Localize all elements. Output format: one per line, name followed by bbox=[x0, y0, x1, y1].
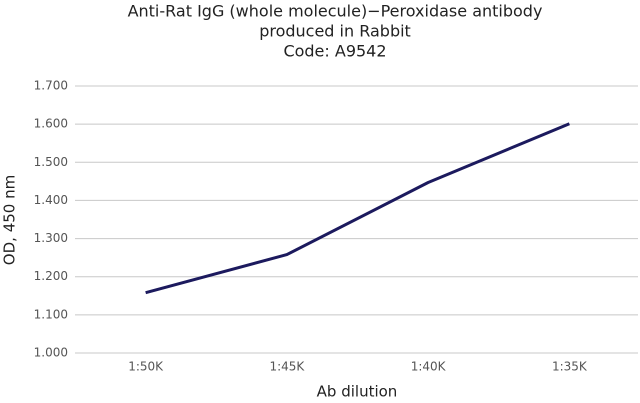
x-tick-label: 1:40K bbox=[411, 360, 447, 374]
chart-title: produced in Rabbit bbox=[259, 22, 411, 41]
y-axis-label: OD, 450 nm bbox=[1, 175, 19, 265]
x-tick-label: 1:45K bbox=[269, 360, 305, 374]
chart-title: Code: A9542 bbox=[283, 42, 386, 61]
y-tick-label: 1.600 bbox=[34, 117, 68, 131]
y-tick-label: 1.200 bbox=[34, 269, 68, 283]
y-tick-label: 1.300 bbox=[34, 231, 68, 245]
data-line bbox=[145, 122, 570, 295]
y-tick-label: 1.000 bbox=[34, 346, 68, 360]
x-axis-label: Ab dilution bbox=[317, 383, 398, 401]
chart-title: Anti-Rat IgG (whole molecule)−Peroxidase… bbox=[128, 2, 543, 21]
y-tick-label: 1.400 bbox=[34, 193, 68, 207]
x-tick-label: 1:50K bbox=[128, 360, 164, 374]
y-tick-label: 1.100 bbox=[34, 307, 68, 321]
y-tick-label: 1.700 bbox=[34, 79, 68, 93]
x-tick-label: 1:35K bbox=[552, 360, 588, 374]
y-tick-label: 1.500 bbox=[34, 155, 68, 169]
